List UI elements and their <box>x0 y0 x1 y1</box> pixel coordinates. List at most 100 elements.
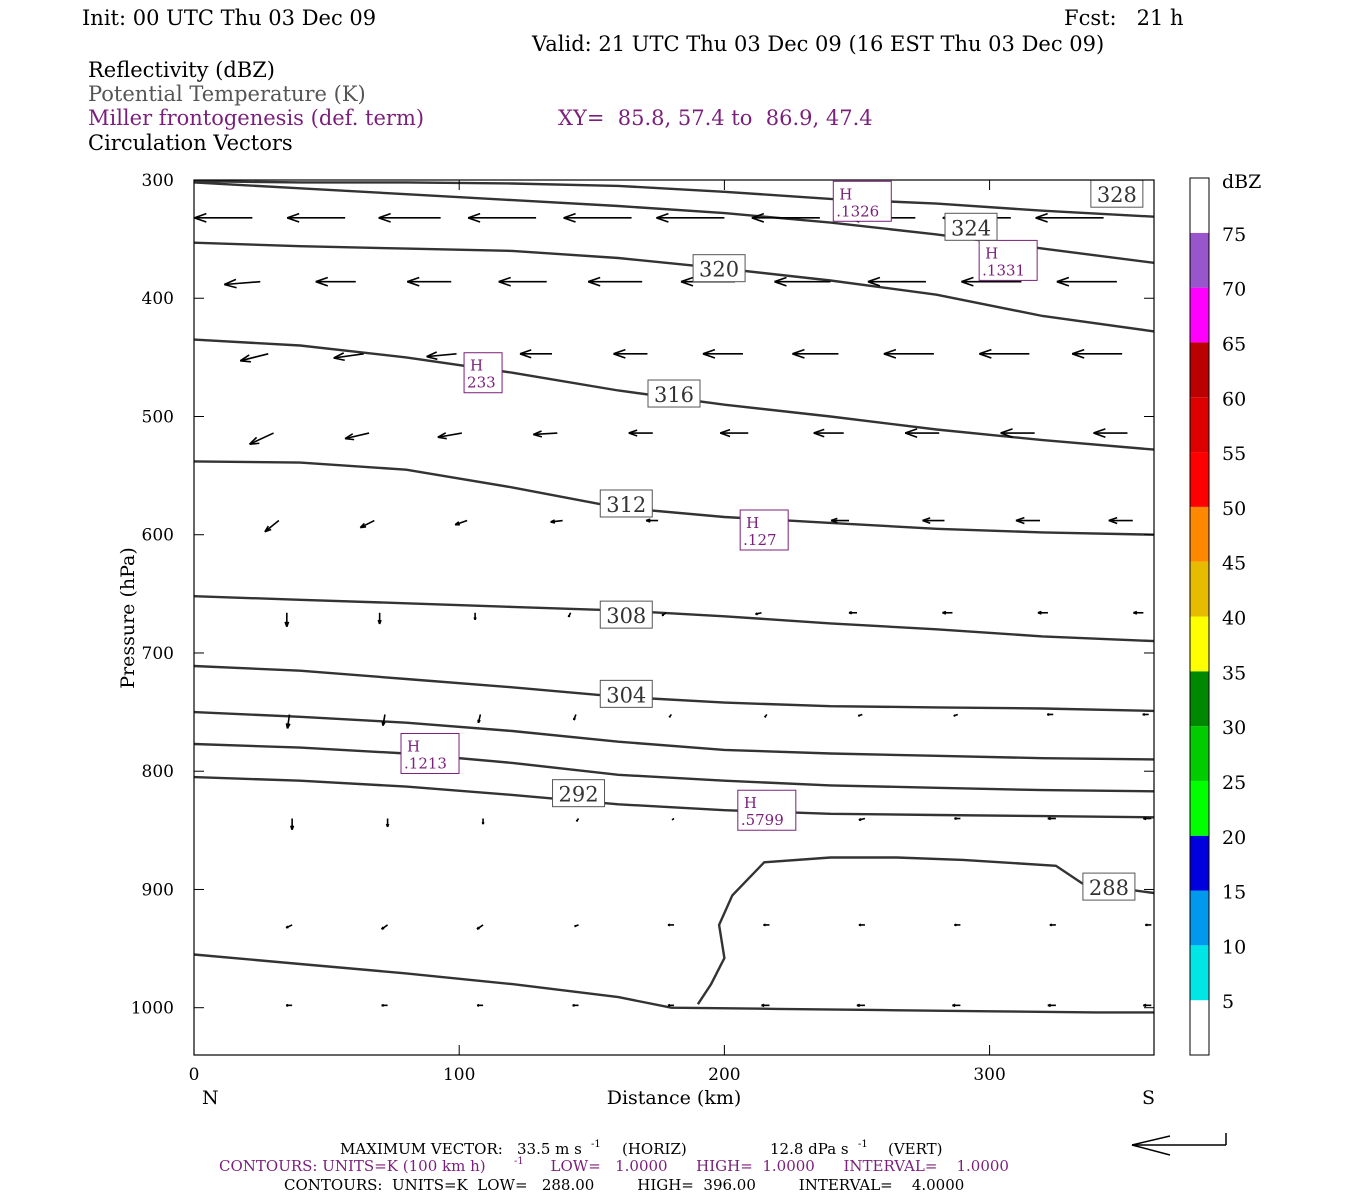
frontogenesis-high-marker: H.5799 <box>737 789 797 831</box>
high-label: H <box>407 737 420 755</box>
colorbar-segment <box>1190 1000 1209 1055</box>
high-value: .127 <box>743 531 776 549</box>
theta-contour-label: 304 <box>599 679 653 708</box>
circulation-vector <box>628 429 653 437</box>
y-tick-label: 1000 <box>131 999 174 1019</box>
circulation-vector <box>774 276 831 287</box>
circulation-vector <box>904 428 940 438</box>
colorbar-tick-label: 35 <box>1222 662 1246 684</box>
circulation-vector <box>883 348 934 359</box>
high-value: .1213 <box>404 754 447 772</box>
svg-text:308: 308 <box>606 604 646 628</box>
init-time: Init: 00 UTC Thu 03 Dec 09 <box>82 6 377 30</box>
theta-contour-label: 320 <box>692 254 746 283</box>
horiz-tag: (HORIZ) <box>622 1140 687 1158</box>
fronto-contour-units: CONTOURS: UNITS=K (100 km h) <box>219 1157 486 1175</box>
circulation-vector <box>575 818 580 822</box>
circulation-vector <box>223 278 261 289</box>
fronto-contour-range: LOW= 1.0000 HIGH= 1.0000 INTERVAL= 1.000… <box>541 1157 1009 1175</box>
circulation-vector <box>378 212 441 223</box>
circulation-vector <box>248 432 274 446</box>
x-end-label-right: S <box>1142 1087 1155 1109</box>
theta-contour-line <box>193 241 1155 333</box>
circulation-vector <box>942 610 953 615</box>
circulation-vector <box>284 612 290 628</box>
y-tick-label: 400 <box>142 289 174 309</box>
circulation-vector <box>264 519 280 533</box>
theta-contour-label: 288 <box>1082 872 1136 901</box>
theta-contour-line <box>193 953 1154 1014</box>
circulation-vector <box>1093 428 1128 438</box>
circulation-vector <box>954 923 961 927</box>
high-label: H <box>744 794 757 812</box>
circulation-vector <box>467 212 537 223</box>
high-label: H <box>985 244 998 262</box>
circulation-vector <box>1142 712 1149 716</box>
circulation-vector <box>1047 1003 1056 1008</box>
colorbar-segment <box>1190 616 1209 672</box>
theta-contour-line <box>193 664 1155 713</box>
max-vector-vert: 12.8 dPa s <box>770 1140 849 1158</box>
theta-contour-label: 308 <box>599 600 653 629</box>
circulation-vector <box>848 611 857 615</box>
svg-text:320: 320 <box>699 258 739 282</box>
theta-contours <box>193 180 1155 1014</box>
colorbar-tick-label: 45 <box>1222 553 1246 575</box>
circulation-vector <box>476 924 484 930</box>
circulation-vector <box>830 517 850 524</box>
circulation-vector <box>661 612 667 617</box>
high-label: H <box>470 357 483 375</box>
circulation-vector <box>671 817 675 821</box>
circulation-vector <box>755 611 762 616</box>
circulation-vector <box>454 519 468 526</box>
circulation-vector <box>667 923 674 927</box>
circulation-vector <box>572 1003 579 1007</box>
colorbar-tick-label: 10 <box>1222 936 1246 958</box>
theta-contour-line <box>193 595 1155 643</box>
circulation-vector <box>473 612 477 621</box>
x-axis-title: Distance (km) <box>607 1087 742 1109</box>
circulation-vector <box>381 714 386 727</box>
circulation-vector <box>194 212 253 223</box>
high-value: .1331 <box>982 261 1025 279</box>
theta-contour-line <box>193 180 1155 218</box>
colorbar-tick-label: 60 <box>1222 388 1246 410</box>
max-vector-label: MAXIMUM VECTOR: <box>340 1140 503 1158</box>
x-tick-label: 200 <box>708 1065 740 1085</box>
circulation-vector <box>858 817 866 821</box>
circulation-vector <box>857 713 863 717</box>
circulation-vector <box>792 348 839 359</box>
colorbar-segment <box>1190 287 1209 343</box>
circulation-vector <box>533 430 558 438</box>
x-tick-label: 300 <box>973 1065 1005 1085</box>
plot-frame <box>193 179 1155 1056</box>
colorbar-segment <box>1190 232 1209 288</box>
footer-panel: MAXIMUM VECTOR: 33.5 m s -1 (HORIZ) 12.8… <box>219 1133 1227 1194</box>
y-tick-label: 800 <box>142 762 174 782</box>
x-end-label-left: N <box>202 1087 219 1109</box>
colorbar-tick-label: 65 <box>1222 333 1246 355</box>
circulation-vector <box>385 818 390 828</box>
theta-contour-line <box>193 460 1155 536</box>
circulation-vector <box>856 1003 865 1008</box>
circulation-vector <box>344 432 370 441</box>
colorbar-segment <box>1190 890 1209 946</box>
circulation-vector <box>1056 276 1117 287</box>
theta-contour-line <box>696 856 1155 1005</box>
colorbar-tick-label: 30 <box>1222 717 1246 739</box>
fronto-units-exponent: -1 <box>514 1156 524 1167</box>
circulation-vector <box>667 1003 674 1007</box>
circulation-vector <box>813 428 844 438</box>
circulation-vector <box>764 713 768 718</box>
high-label: H <box>839 185 852 203</box>
svg-text:312: 312 <box>606 493 646 517</box>
y-tick-label: 700 <box>142 644 174 664</box>
colorbar-segment <box>1190 506 1209 562</box>
circulation-vector <box>359 519 375 529</box>
colorbar-title: dBZ <box>1222 171 1261 193</box>
colorbar-tick-label: 55 <box>1222 443 1246 465</box>
field-potential-temperature: Potential Temperature (K) <box>88 82 366 106</box>
circulation-vector <box>953 713 959 717</box>
colorbar-segment <box>1190 671 1209 727</box>
